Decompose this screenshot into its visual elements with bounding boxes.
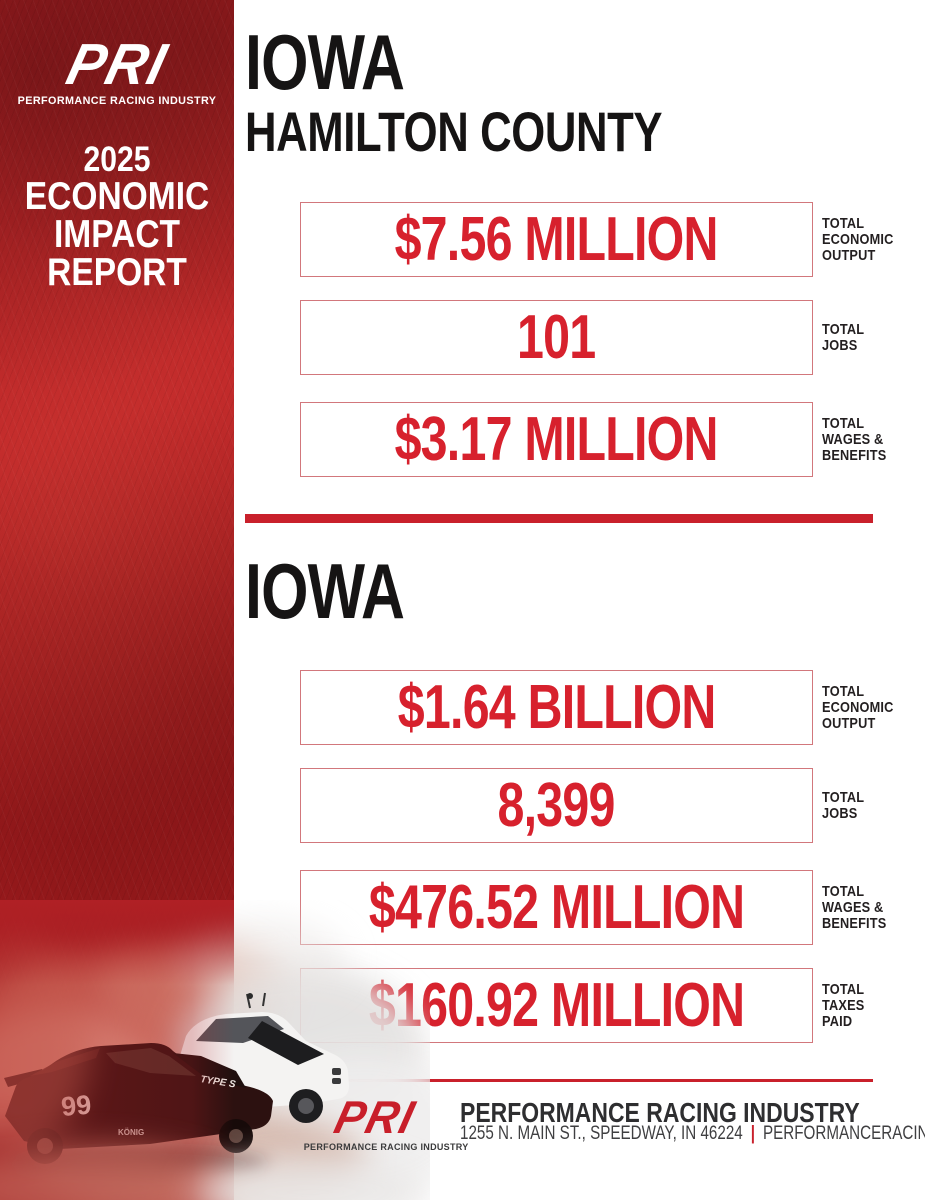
section2-heading: IOWA [245,547,405,635]
stat-row: $476.52 MILLION TOTAL WAGES & BENEFITS [300,870,925,946]
pri-logo-text: PRI [329,1091,421,1143]
footer-separator: | [750,1123,755,1144]
pri-logo-text: PRI [60,32,175,97]
stat-value: 101 [517,302,596,372]
stat-row: $1.64 BILLION TOTAL ECONOMIC OUTPUT [300,670,925,746]
stat-row: 101 TOTAL JOBS [300,300,925,376]
report-title-line: IMPACT [53,213,181,256]
stat-value: $476.52 MILLION [368,872,745,942]
stat-value-box: $1.64 BILLION [300,670,813,745]
stat-value: $160.92 MILLION [368,970,745,1040]
stat-value-box: 101 [300,300,813,375]
footer-pri-logo: PRI PERFORMANCE RACING INDUSTRY [300,1091,469,1153]
pri-logo-subtitle: PERFORMANCE RACING INDUSTRY [17,95,217,107]
report-title-line: ECONOMIC [24,175,210,218]
stat-row: 8,399 TOTAL JOBS [300,768,925,844]
report-title: 2025 ECONOMIC IMPACT REPORT [0,141,234,292]
stat-label: TOTAL WAGES & BENEFITS [822,415,887,464]
stat-value-box: $3.17 MILLION [300,402,813,477]
stat-value: $1.64 BILLION [397,672,717,742]
stat-value-box: $160.92 MILLION [300,968,813,1043]
main-content: IOWA HAMILTON COUNTY $7.56 MILLION TOTAL… [234,0,925,1200]
stat-label: TOTAL ECONOMIC OUTPUT [822,215,894,264]
stat-label: TOTAL JOBS [822,321,865,354]
smoke-top-fade [0,900,234,985]
stat-value: $7.56 MILLION [394,204,719,274]
section-divider [245,514,873,523]
report-title-line: REPORT [47,251,187,294]
footer-brand: PERFORMANCE RACING INDUSTRY [460,1097,860,1128]
stat-row: $7.56 MILLION TOTAL ECONOMIC OUTPUT [300,202,925,278]
stat-value-box: $476.52 MILLION [300,870,813,945]
stat-label: TOTAL JOBS [822,789,865,822]
stat-value: 8,399 [497,770,616,840]
stat-row: $3.17 MILLION TOTAL WAGES & BENEFITS [300,402,925,478]
stat-value-box: 8,399 [300,768,813,843]
stat-label: TOTAL ECONOMIC OUTPUT [822,683,894,732]
stat-label: TOTAL TAXES PAID [822,981,865,1030]
footer-rule [245,1079,873,1082]
section1-subheading: HAMILTON COUNTY [245,100,663,163]
sidebar-pri-logo: PRI PERFORMANCE RACING INDUSTRY [0,32,234,107]
footer-address: 1255 N. MAIN ST., SPEEDWAY, IN 46224 | PER… [460,1123,925,1145]
sidebar [0,0,234,1200]
stat-value-box: $7.56 MILLION [300,202,813,277]
stat-row: $160.92 MILLION TOTAL TAXES PAID [300,968,925,1044]
footer-street-address: 1255 N. MAIN ST., SPEEDWAY, IN 46224 [460,1123,743,1144]
drift-cars-photo: 99 TYPE S KÖNIG [0,900,430,1200]
stat-value: $3.17 MILLION [394,404,719,474]
stat-label: TOTAL WAGES & BENEFITS [822,883,887,932]
pri-logo-subtitle: PERFORMANCE RACING INDUSTRY [303,1142,469,1153]
report-title-line: 2025 [83,140,151,179]
section1-heading: IOWA [245,18,405,106]
